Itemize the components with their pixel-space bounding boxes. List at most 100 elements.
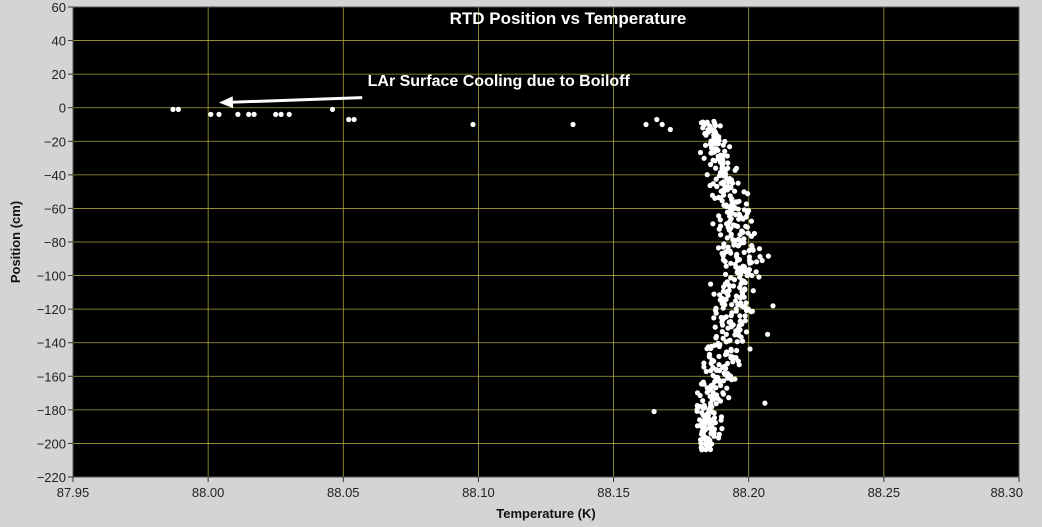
data-point bbox=[732, 332, 738, 338]
data-point bbox=[724, 187, 731, 193]
data-point bbox=[701, 364, 707, 370]
data-point bbox=[729, 180, 736, 186]
data-point bbox=[750, 247, 756, 253]
data-point bbox=[737, 284, 743, 291]
data-point bbox=[707, 446, 714, 453]
y-tick-label: −140 bbox=[37, 336, 66, 351]
y-tick-label: −60 bbox=[44, 201, 66, 216]
data-point bbox=[720, 288, 727, 294]
data-point bbox=[570, 121, 576, 128]
data-point bbox=[729, 302, 735, 308]
annotation-arrow-line bbox=[232, 96, 363, 104]
data-point bbox=[235, 111, 241, 117]
data-point bbox=[703, 368, 709, 375]
data-point bbox=[748, 233, 755, 239]
data-point bbox=[730, 359, 736, 365]
data-point bbox=[747, 346, 753, 352]
data-point bbox=[713, 176, 719, 182]
data-point bbox=[735, 180, 741, 186]
data-point bbox=[739, 338, 746, 344]
data-point bbox=[725, 244, 731, 250]
data-point bbox=[735, 206, 741, 212]
data-point bbox=[742, 280, 748, 286]
data-point bbox=[701, 360, 707, 366]
data-point bbox=[697, 149, 704, 156]
y-tick-label: −160 bbox=[37, 369, 66, 384]
data-point bbox=[728, 250, 734, 256]
data-point bbox=[716, 362, 722, 368]
data-point bbox=[278, 111, 284, 117]
data-point bbox=[713, 367, 720, 373]
data-point bbox=[743, 201, 750, 207]
data-point bbox=[731, 277, 738, 283]
data-point bbox=[251, 111, 257, 117]
data-point bbox=[732, 376, 738, 382]
data-point bbox=[702, 142, 709, 148]
data-point bbox=[728, 260, 734, 266]
data-point bbox=[700, 125, 706, 131]
data-point bbox=[743, 329, 750, 335]
annotation: LAr Surface Cooling due to Boiloff bbox=[218, 73, 631, 109]
data-point bbox=[724, 209, 731, 215]
data-point bbox=[741, 249, 747, 255]
data-point bbox=[745, 230, 751, 236]
data-point bbox=[708, 150, 714, 156]
data-point bbox=[708, 345, 714, 352]
data-point bbox=[725, 160, 731, 166]
data-point bbox=[723, 263, 729, 269]
data-point bbox=[756, 274, 762, 280]
data-point bbox=[762, 400, 768, 406]
data-point bbox=[713, 165, 719, 171]
x-tick-label: 88.15 bbox=[597, 485, 630, 500]
y-tick-label: −80 bbox=[44, 235, 66, 250]
annotation-text: LAr Surface Cooling due to Boiloff bbox=[368, 73, 631, 90]
data-point bbox=[716, 343, 723, 350]
data-point bbox=[708, 360, 714, 366]
data-point bbox=[746, 248, 752, 254]
y-tick-label: 40 bbox=[52, 34, 66, 49]
x-tick-label: 88.00 bbox=[192, 485, 225, 500]
data-point bbox=[711, 315, 717, 321]
data-point bbox=[717, 292, 723, 298]
data-point bbox=[699, 447, 705, 453]
data-point bbox=[720, 142, 726, 148]
data-point bbox=[726, 227, 732, 233]
data-point bbox=[351, 116, 357, 123]
y-tick-label: −40 bbox=[44, 168, 66, 183]
data-point bbox=[703, 447, 709, 453]
data-point bbox=[716, 213, 722, 219]
x-tick-label: 88.30 bbox=[990, 485, 1023, 500]
data-point bbox=[710, 157, 716, 163]
data-point bbox=[720, 253, 726, 259]
data-point bbox=[770, 303, 776, 309]
x-tick-label: 88.10 bbox=[462, 485, 495, 500]
data-point bbox=[732, 188, 738, 194]
data-point bbox=[717, 398, 724, 404]
y-tick-label: −20 bbox=[44, 134, 66, 149]
y-axis-title: Position (cm) bbox=[8, 201, 23, 283]
data-point bbox=[708, 281, 714, 287]
data-point bbox=[720, 322, 726, 328]
data-point bbox=[708, 368, 714, 374]
data-point bbox=[720, 153, 727, 159]
data-point bbox=[748, 218, 755, 224]
data-point bbox=[713, 310, 719, 316]
data-point bbox=[749, 272, 755, 279]
data-point bbox=[745, 191, 751, 197]
data-point bbox=[707, 182, 713, 189]
data-point bbox=[654, 116, 660, 123]
data-point bbox=[747, 260, 753, 266]
data-point bbox=[715, 245, 722, 251]
data-point bbox=[736, 216, 742, 222]
data-point bbox=[701, 381, 707, 387]
x-tick-label: 88.25 bbox=[868, 485, 901, 500]
data-point bbox=[208, 111, 214, 117]
data-point bbox=[714, 183, 720, 190]
data-points bbox=[170, 106, 776, 453]
data-point bbox=[711, 291, 717, 297]
data-point bbox=[329, 106, 336, 112]
data-point bbox=[757, 254, 763, 260]
data-point bbox=[346, 116, 352, 123]
data-point bbox=[712, 123, 719, 129]
